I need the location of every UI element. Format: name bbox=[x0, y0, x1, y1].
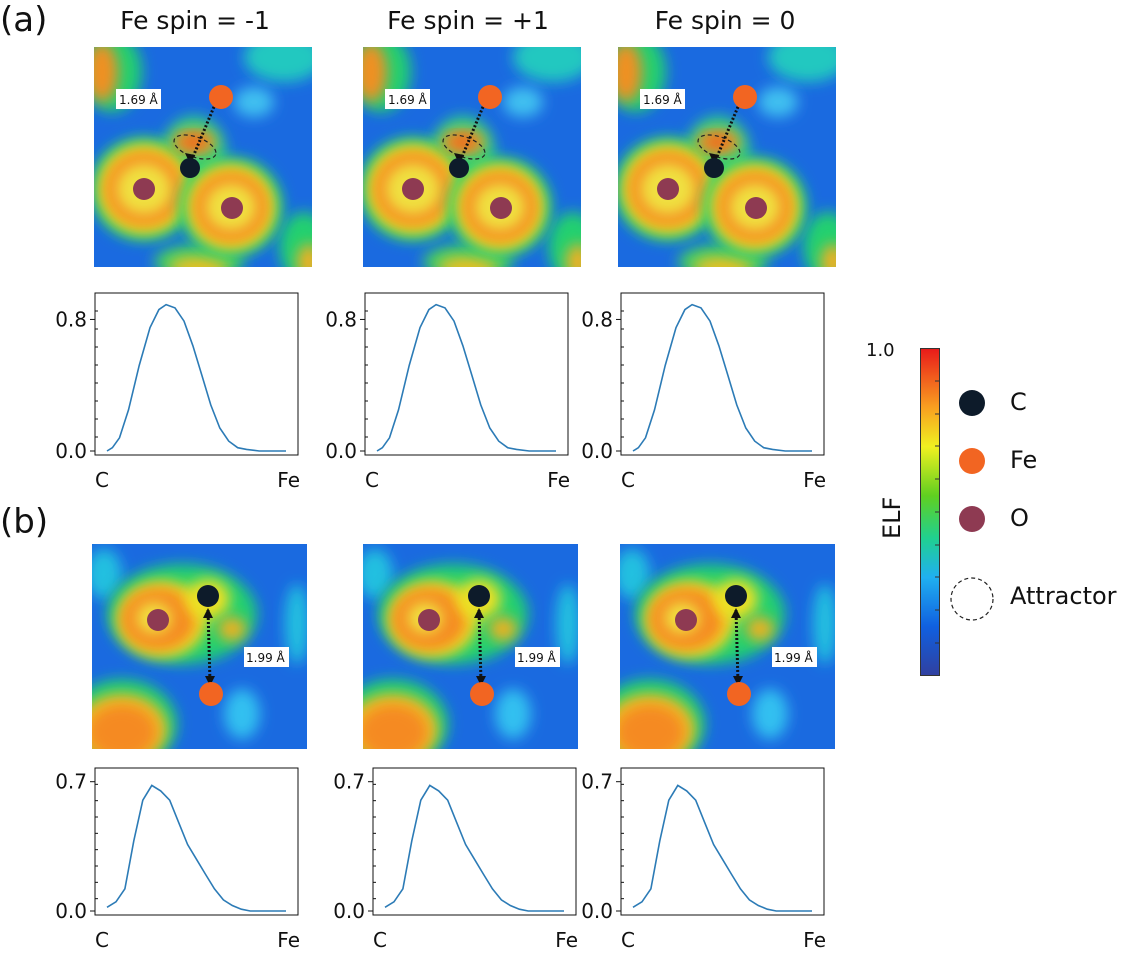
x-label-end: Fe bbox=[803, 468, 826, 492]
elf-colorbar bbox=[920, 348, 940, 676]
elf-profile-a-1: 0.0 0.8 C Fe bbox=[55, 292, 300, 492]
x-label-start: C bbox=[621, 468, 635, 492]
x-label-start: C bbox=[95, 928, 109, 952]
y-tick-label: 0.8 bbox=[325, 307, 357, 331]
distance-label: 1.69 Å bbox=[388, 92, 428, 107]
elf-profile-b-3: 0.0 0.7 C Fe bbox=[581, 767, 826, 952]
column-title: Fe spin = -1 bbox=[120, 6, 270, 35]
x-label-end: Fe bbox=[555, 928, 578, 952]
y-tick-label: 0.7 bbox=[581, 770, 613, 794]
x-label-end: Fe bbox=[803, 928, 826, 952]
distance-label: 1.69 Å bbox=[119, 92, 159, 107]
x-label-start: C bbox=[621, 928, 635, 952]
column-title: Fe spin = +1 bbox=[387, 6, 549, 35]
colorbar-max-label: 1.0 bbox=[866, 340, 895, 361]
distance-label: 1.99 Å bbox=[517, 650, 557, 665]
panel-label-a: (a) bbox=[0, 0, 48, 40]
legend-attractor-label: Attractor bbox=[1010, 582, 1117, 610]
y-tick-label: 0.8 bbox=[55, 307, 87, 331]
plot-frame bbox=[372, 767, 577, 916]
colorbar-title: ELF bbox=[878, 496, 906, 539]
distance-label: 1.99 Å bbox=[774, 650, 814, 665]
x-label-start: C bbox=[95, 468, 109, 492]
iron-marker-icon bbox=[959, 448, 985, 474]
x-label-start: C bbox=[373, 928, 387, 952]
elf-map-b-spin-0: 1.99 Å bbox=[620, 544, 835, 749]
x-label-end: Fe bbox=[277, 468, 300, 492]
elf-map-a-spin-minus1: 1.69 Å bbox=[94, 47, 312, 267]
y-tick-label: 0.0 bbox=[55, 899, 87, 923]
distance-label: 1.99 Å bbox=[246, 650, 286, 665]
x-label-end: Fe bbox=[547, 468, 570, 492]
y-tick-label: 0.0 bbox=[325, 439, 357, 463]
x-label-start: C bbox=[365, 468, 379, 492]
legend-iron-label: Fe bbox=[1010, 446, 1038, 474]
attractor-marker-icon bbox=[950, 577, 994, 621]
panel-label-b: (b) bbox=[0, 502, 49, 542]
distance-label: 1.69 Å bbox=[643, 92, 683, 107]
elf-profile-b-1: 0.0 0.7 C Fe bbox=[55, 767, 300, 952]
plot-frame bbox=[620, 292, 825, 456]
elf-profile-a-3: 0.0 0.8 C Fe bbox=[581, 292, 826, 492]
y-tick-label: 0.0 bbox=[55, 439, 87, 463]
elf-series-line bbox=[106, 303, 286, 452]
y-tick-label: 0.7 bbox=[333, 770, 365, 794]
elf-map-b-spin-minus1: 1.99 Å bbox=[92, 544, 307, 749]
y-tick-label: 0.0 bbox=[581, 899, 613, 923]
elf-profile-b-2: 0.0 0.7 C Fe bbox=[333, 767, 578, 952]
y-tick-label: 0.7 bbox=[55, 770, 87, 794]
elf-map-a-spin-0: 1.69 Å bbox=[618, 47, 836, 267]
column-title: Fe spin = 0 bbox=[654, 6, 796, 35]
y-tick-label: 0.0 bbox=[581, 439, 613, 463]
elf-profile-a-2: 0.0 0.8 C Fe bbox=[325, 292, 570, 492]
plot-frame bbox=[364, 292, 569, 456]
x-label-end: Fe bbox=[277, 928, 300, 952]
elf-series-line bbox=[106, 784, 286, 912]
legend-oxygen-label: O bbox=[1010, 504, 1029, 532]
legend-carbon-label: C bbox=[1010, 388, 1027, 416]
y-tick-label: 0.0 bbox=[333, 899, 365, 923]
elf-series-line bbox=[632, 303, 812, 452]
elf-series-line bbox=[376, 303, 556, 452]
elf-map-b-spin-plus1: 1.99 Å bbox=[363, 544, 578, 749]
elf-series-line bbox=[632, 784, 812, 912]
plot-frame bbox=[94, 767, 299, 916]
plot-frame bbox=[94, 292, 299, 456]
elf-series-line bbox=[384, 784, 564, 912]
elf-map-a-spin-plus1: 1.69 Å bbox=[363, 47, 581, 267]
oxygen-marker-icon bbox=[959, 506, 985, 532]
plot-frame bbox=[620, 767, 825, 916]
y-tick-label: 0.8 bbox=[581, 307, 613, 331]
carbon-marker-icon bbox=[959, 390, 985, 416]
